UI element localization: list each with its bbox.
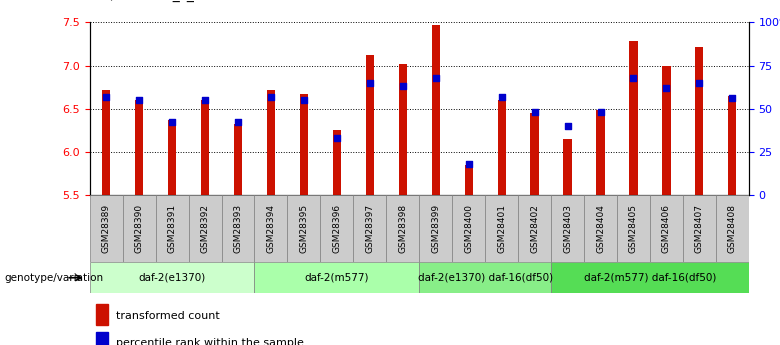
Bar [551,195,584,262]
Bar [563,139,572,195]
Bar [420,262,551,293]
Bar [102,90,110,195]
Bar [287,195,321,262]
Text: GSM28391: GSM28391 [168,204,176,253]
Bar [96,304,108,325]
Text: GSM28403: GSM28403 [563,204,572,253]
Text: GSM28404: GSM28404 [596,204,605,253]
Bar [189,195,222,262]
Text: GSM28394: GSM28394 [267,204,275,253]
Point [100,94,112,99]
Bar [201,100,209,195]
Bar [485,195,518,262]
Point [363,80,376,86]
Text: GSM28401: GSM28401 [497,204,506,253]
Text: GSM28398: GSM28398 [399,204,407,253]
Text: GSM28407: GSM28407 [695,204,704,253]
Bar [156,195,189,262]
Point [396,83,409,89]
Bar [518,195,551,262]
Text: percentile rank within the sample: percentile rank within the sample [116,338,304,345]
Bar [254,262,420,293]
Bar [333,130,341,195]
Bar [584,195,617,262]
Text: GSM28405: GSM28405 [629,204,638,253]
Point [528,109,541,115]
Text: GSM28406: GSM28406 [662,204,671,253]
Point [298,97,310,103]
Bar [617,195,650,262]
Text: daf-2(e1370) daf-16(df50): daf-2(e1370) daf-16(df50) [417,273,553,283]
Bar [683,195,716,262]
Text: genotype/variation: genotype/variation [4,273,103,283]
Bar [96,332,108,345]
Point [495,94,508,99]
Bar [90,262,254,293]
Bar [90,195,122,262]
Point [562,123,574,129]
Bar [321,195,353,262]
Text: GSM28396: GSM28396 [332,204,342,253]
Text: GSM28389: GSM28389 [101,204,111,253]
Text: daf-2(e1370): daf-2(e1370) [139,273,206,283]
Bar [254,195,287,262]
Point [232,120,244,125]
Bar [122,195,156,262]
Bar [135,100,144,195]
Point [726,96,739,101]
Bar [695,47,704,195]
Text: GSM28395: GSM28395 [300,204,308,253]
Bar [234,124,242,195]
Bar [498,100,505,195]
Text: daf-2(m577) daf-16(df50): daf-2(m577) daf-16(df50) [583,273,716,283]
Point [430,75,442,80]
Text: GSM28397: GSM28397 [365,204,374,253]
Text: GDS770 / 190410_s_at: GDS770 / 190410_s_at [50,0,207,2]
Text: daf-2(m577): daf-2(m577) [305,273,369,283]
Text: GSM28393: GSM28393 [233,204,243,253]
Bar [300,94,308,195]
Text: GSM28400: GSM28400 [464,204,473,253]
Bar [465,165,473,195]
Bar [353,195,386,262]
Bar [431,25,440,195]
Text: GSM28408: GSM28408 [728,204,737,253]
Bar [716,195,749,262]
Point [166,120,179,125]
Bar [551,262,749,293]
Point [660,85,672,91]
Bar [650,195,683,262]
Bar [399,64,407,195]
Bar [729,96,736,195]
Bar [452,195,485,262]
Point [331,135,343,141]
Point [133,97,145,103]
Bar [530,113,539,195]
Point [693,80,706,86]
Point [463,161,475,167]
Point [199,97,211,103]
Text: GSM28390: GSM28390 [135,204,144,253]
Bar [420,195,452,262]
Text: GSM28399: GSM28399 [431,204,440,253]
Bar [386,195,420,262]
Point [594,109,607,115]
Bar [597,110,604,195]
Point [264,94,277,99]
Bar [366,55,374,195]
Text: GSM28392: GSM28392 [200,204,210,253]
Bar [168,120,176,195]
Bar [662,66,671,195]
Text: transformed count: transformed count [116,310,220,321]
Point [627,75,640,80]
Bar [267,90,275,195]
Text: GSM28402: GSM28402 [530,204,539,253]
Bar [629,41,637,195]
Bar [222,195,254,262]
